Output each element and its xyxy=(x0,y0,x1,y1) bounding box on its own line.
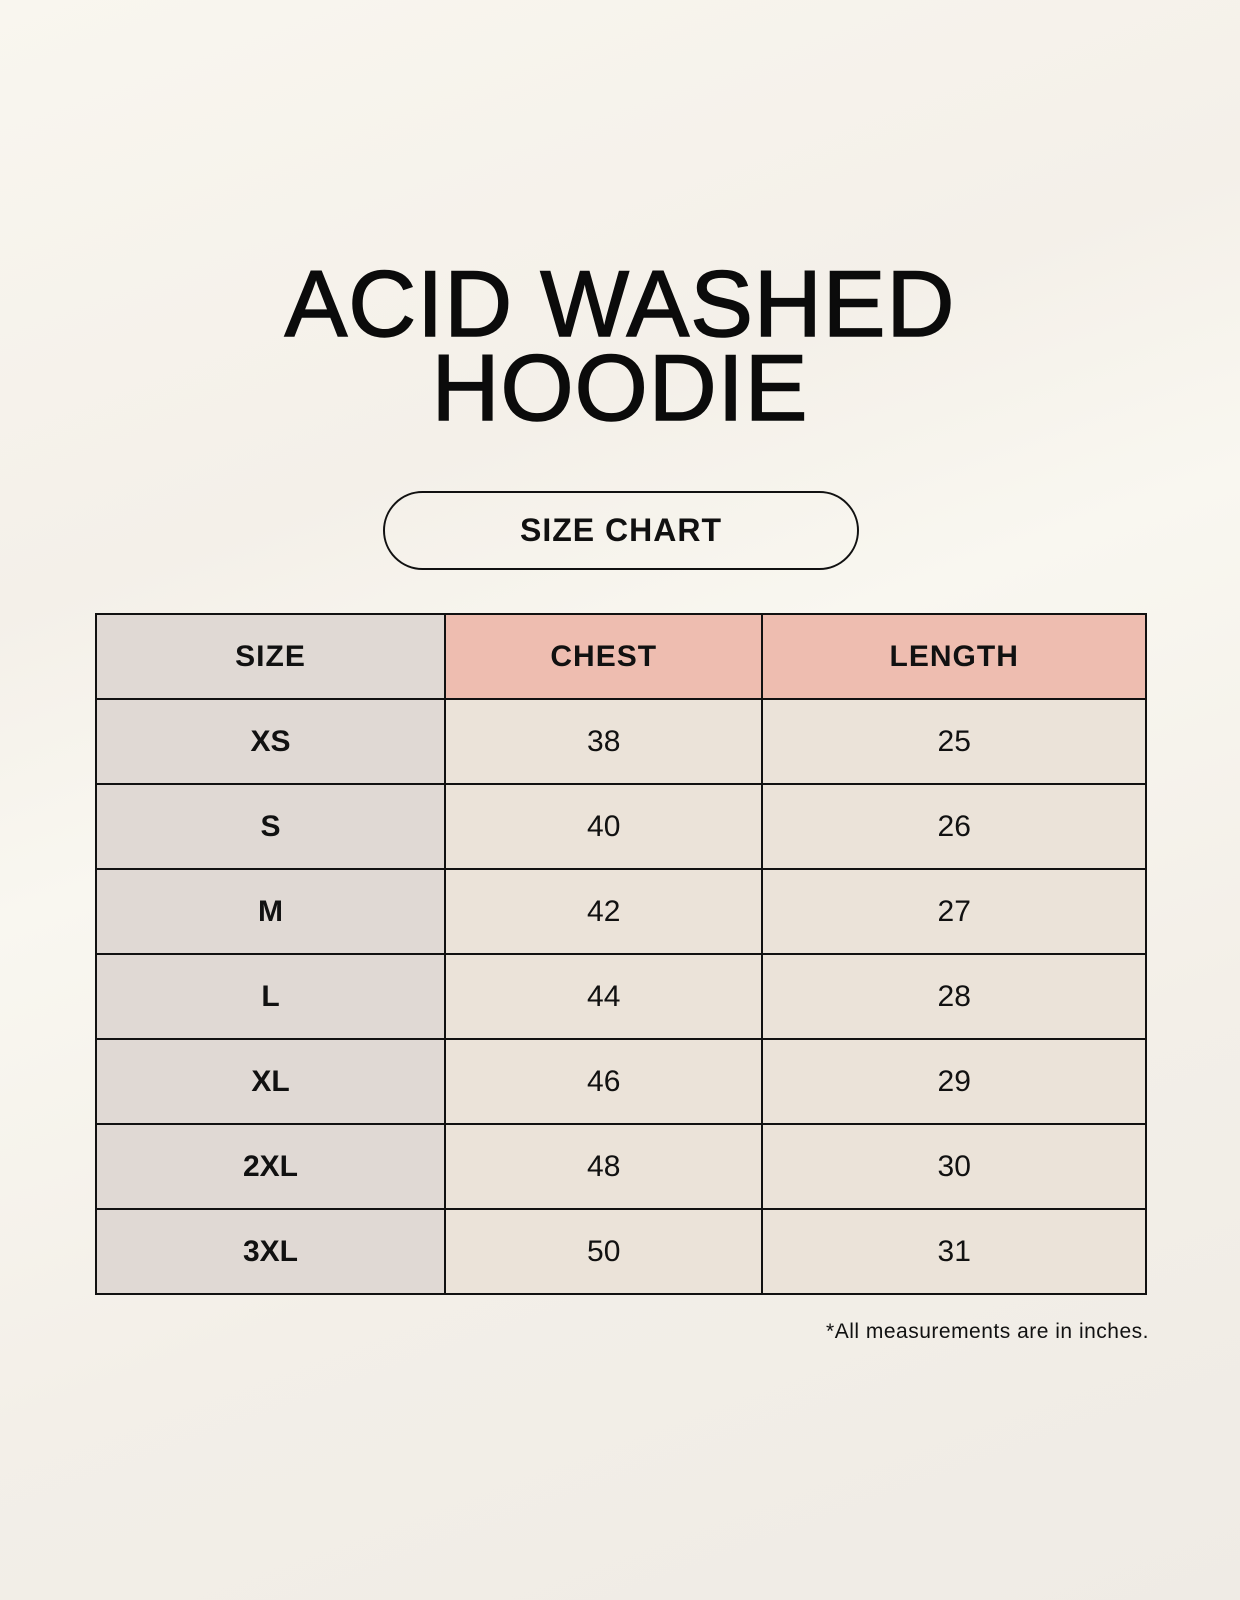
header-length: LENGTH xyxy=(761,613,1147,700)
size-cell: S xyxy=(95,783,446,870)
size-cell: 2XL xyxy=(95,1123,446,1210)
chest-cell: 44 xyxy=(443,953,764,1040)
length-cell: 29 xyxy=(761,1038,1147,1125)
table-row: 2XL 48 30 xyxy=(95,1123,1147,1210)
table-row: L 44 28 xyxy=(95,953,1147,1040)
chest-cell: 46 xyxy=(443,1038,764,1125)
page-title: ACID WASHED HOODIE xyxy=(0,251,1240,440)
title-line-2: HOODIE xyxy=(431,335,809,440)
size-cell: XS xyxy=(95,698,446,785)
table-row: M 42 27 xyxy=(95,868,1147,955)
length-cell: 26 xyxy=(761,783,1147,870)
size-table: SIZE CHEST LENGTH XS 38 25 S 40 26 M 42 27 L 44 28 X… xyxy=(95,613,1147,1295)
size-cell: M xyxy=(95,868,446,955)
header-row: SIZE CHEST LENGTH xyxy=(95,613,1147,700)
length-cell: 30 xyxy=(761,1123,1147,1210)
chest-cell: 42 xyxy=(443,868,764,955)
table-row: XS 38 25 xyxy=(95,698,1147,785)
title-line-1: ACID WASHED xyxy=(284,251,956,356)
table-row: XL 46 29 xyxy=(95,1038,1147,1125)
chest-cell: 40 xyxy=(443,783,764,870)
chest-cell: 38 xyxy=(443,698,764,785)
size-cell: XL xyxy=(95,1038,446,1125)
length-cell: 31 xyxy=(761,1208,1147,1295)
size-chart-badge: SIZE CHART xyxy=(383,491,859,570)
size-cell: L xyxy=(95,953,446,1040)
table-row: 3XL 50 31 xyxy=(95,1208,1147,1295)
header-size: SIZE xyxy=(95,613,446,700)
length-cell: 28 xyxy=(761,953,1147,1040)
footnote: *All measurements are in inches. xyxy=(826,1320,1149,1343)
chest-cell: 48 xyxy=(443,1123,764,1210)
length-cell: 27 xyxy=(761,868,1147,955)
header-chest: CHEST xyxy=(443,613,764,700)
size-cell: 3XL xyxy=(95,1208,446,1295)
length-cell: 25 xyxy=(761,698,1147,785)
table-row: S 40 26 xyxy=(95,783,1147,870)
chest-cell: 50 xyxy=(443,1208,764,1295)
